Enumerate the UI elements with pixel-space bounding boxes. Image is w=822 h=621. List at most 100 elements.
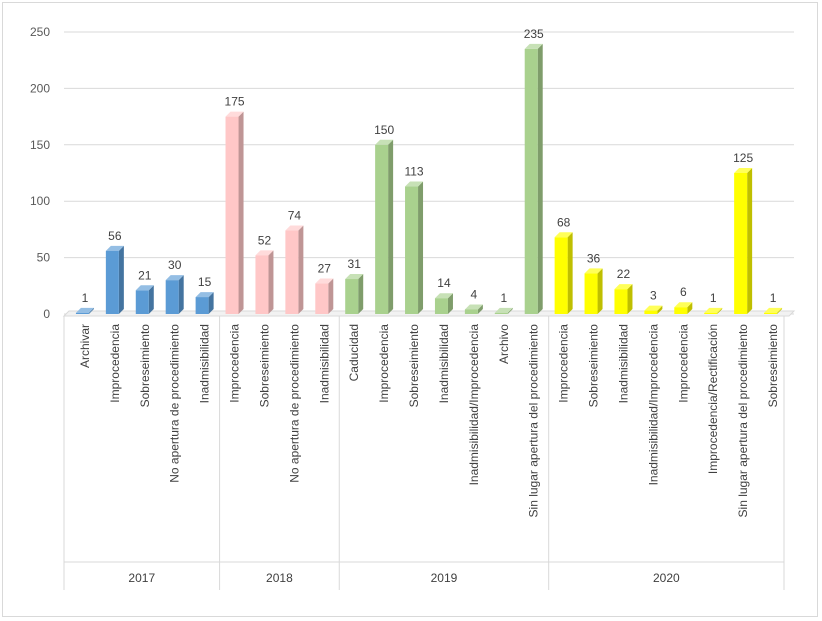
data-label: 27 — [318, 262, 332, 276]
bar — [764, 312, 778, 314]
bar-side — [118, 245, 124, 314]
bar — [464, 309, 478, 314]
bar-side — [597, 268, 603, 314]
data-label: 1 — [710, 291, 717, 305]
category-label: Improcedencia — [377, 324, 391, 403]
bar — [195, 297, 209, 314]
bar-side — [298, 225, 304, 314]
category-label: Improcedencia — [108, 324, 122, 403]
category-label: Sin lugar apertura del procedimiento — [736, 324, 750, 518]
bar-top — [375, 139, 394, 145]
y-tick-label: 200 — [30, 81, 50, 95]
category-label: Inadmisibilidad/Improcedencia — [646, 324, 660, 486]
bar-top — [345, 274, 364, 280]
category-label: Inadmisibilidad — [437, 324, 451, 403]
y-tick-label: 150 — [30, 138, 50, 152]
category-label: Archivar — [78, 324, 92, 368]
category-label: Improcedencia/Rectificación — [706, 324, 720, 474]
data-label: 14 — [437, 276, 451, 290]
data-label: 56 — [108, 229, 122, 243]
bar-side — [747, 168, 753, 314]
data-label: 22 — [617, 267, 631, 281]
y-tick-label: 50 — [37, 251, 51, 265]
data-label: 1 — [770, 291, 777, 305]
bar-side — [717, 307, 723, 314]
bar-top — [255, 250, 274, 256]
bar-top — [494, 307, 513, 313]
category-label: Inadmisibilidad — [616, 324, 630, 403]
y-tick-label: 0 — [43, 307, 50, 321]
bar-side — [178, 275, 184, 314]
data-label: 113 — [404, 165, 423, 179]
bar-side — [627, 284, 633, 314]
category-label: No apertura de procedimiento — [168, 324, 182, 483]
bar-top — [584, 268, 603, 274]
bar-side — [537, 43, 543, 315]
bar — [405, 186, 419, 314]
bar — [285, 230, 299, 314]
bar-side — [687, 302, 693, 314]
bar-side — [388, 139, 394, 314]
bar-top — [464, 304, 483, 310]
data-label: 74 — [288, 209, 302, 223]
bar — [135, 290, 149, 314]
bar — [644, 310, 658, 314]
category-label: Archivo — [497, 324, 511, 364]
data-label: 235 — [524, 27, 544, 41]
data-label: 1 — [82, 291, 89, 305]
group-label: 2020 — [653, 571, 680, 585]
bar-top — [135, 285, 154, 291]
bar-side — [208, 292, 214, 314]
chart-floor — [62, 310, 796, 317]
category-label: Sobreseimiento — [138, 324, 152, 408]
bar-side — [567, 232, 573, 314]
category-label: Inadmisibilidad/Improcedencia — [467, 324, 481, 486]
category-label: Improcedencia — [557, 324, 571, 403]
bar-top — [764, 307, 783, 313]
bar — [75, 312, 89, 314]
bar — [704, 312, 718, 314]
bar — [494, 312, 508, 314]
bar — [614, 289, 628, 314]
bar-top — [614, 284, 633, 290]
category-label: Improcedencia — [228, 324, 242, 403]
data-label: 36 — [587, 251, 601, 265]
bar — [524, 48, 538, 315]
data-label: 6 — [680, 285, 687, 299]
category-label: Sobreseimiento — [766, 324, 780, 408]
bar-side — [268, 250, 274, 314]
bar-top — [285, 225, 304, 231]
bar-top — [225, 111, 244, 117]
bar — [315, 283, 329, 314]
bar — [375, 144, 389, 314]
bar — [554, 237, 568, 314]
bar — [105, 250, 119, 314]
category-label: Caducidad — [347, 324, 361, 381]
bar-side — [418, 181, 424, 314]
category-label: Inadmisibilidad — [317, 324, 331, 403]
bar-top — [165, 275, 184, 281]
bar — [674, 307, 688, 314]
category-label: Inadmisibilidad — [198, 324, 212, 403]
data-label: 30 — [168, 258, 182, 272]
bar-top — [434, 293, 453, 299]
bar-side — [88, 307, 94, 314]
data-label: 150 — [374, 123, 394, 137]
group-label: 2017 — [128, 571, 155, 585]
bar-top — [554, 232, 573, 238]
category-label: No apertura de procedimiento — [287, 324, 301, 483]
bar-top — [704, 307, 723, 313]
data-label: 175 — [225, 95, 245, 109]
bar-top — [105, 245, 124, 251]
bar — [734, 173, 748, 314]
category-label: Sobreseimiento — [407, 324, 421, 408]
bar — [584, 273, 598, 314]
bar-top — [734, 168, 753, 173]
data-label: 21 — [138, 268, 152, 282]
data-label: 125 — [733, 151, 753, 165]
group-label: 2018 — [266, 571, 293, 585]
bar-top — [524, 43, 543, 49]
bar-top — [315, 278, 334, 284]
y-tick-label: 250 — [30, 25, 50, 39]
